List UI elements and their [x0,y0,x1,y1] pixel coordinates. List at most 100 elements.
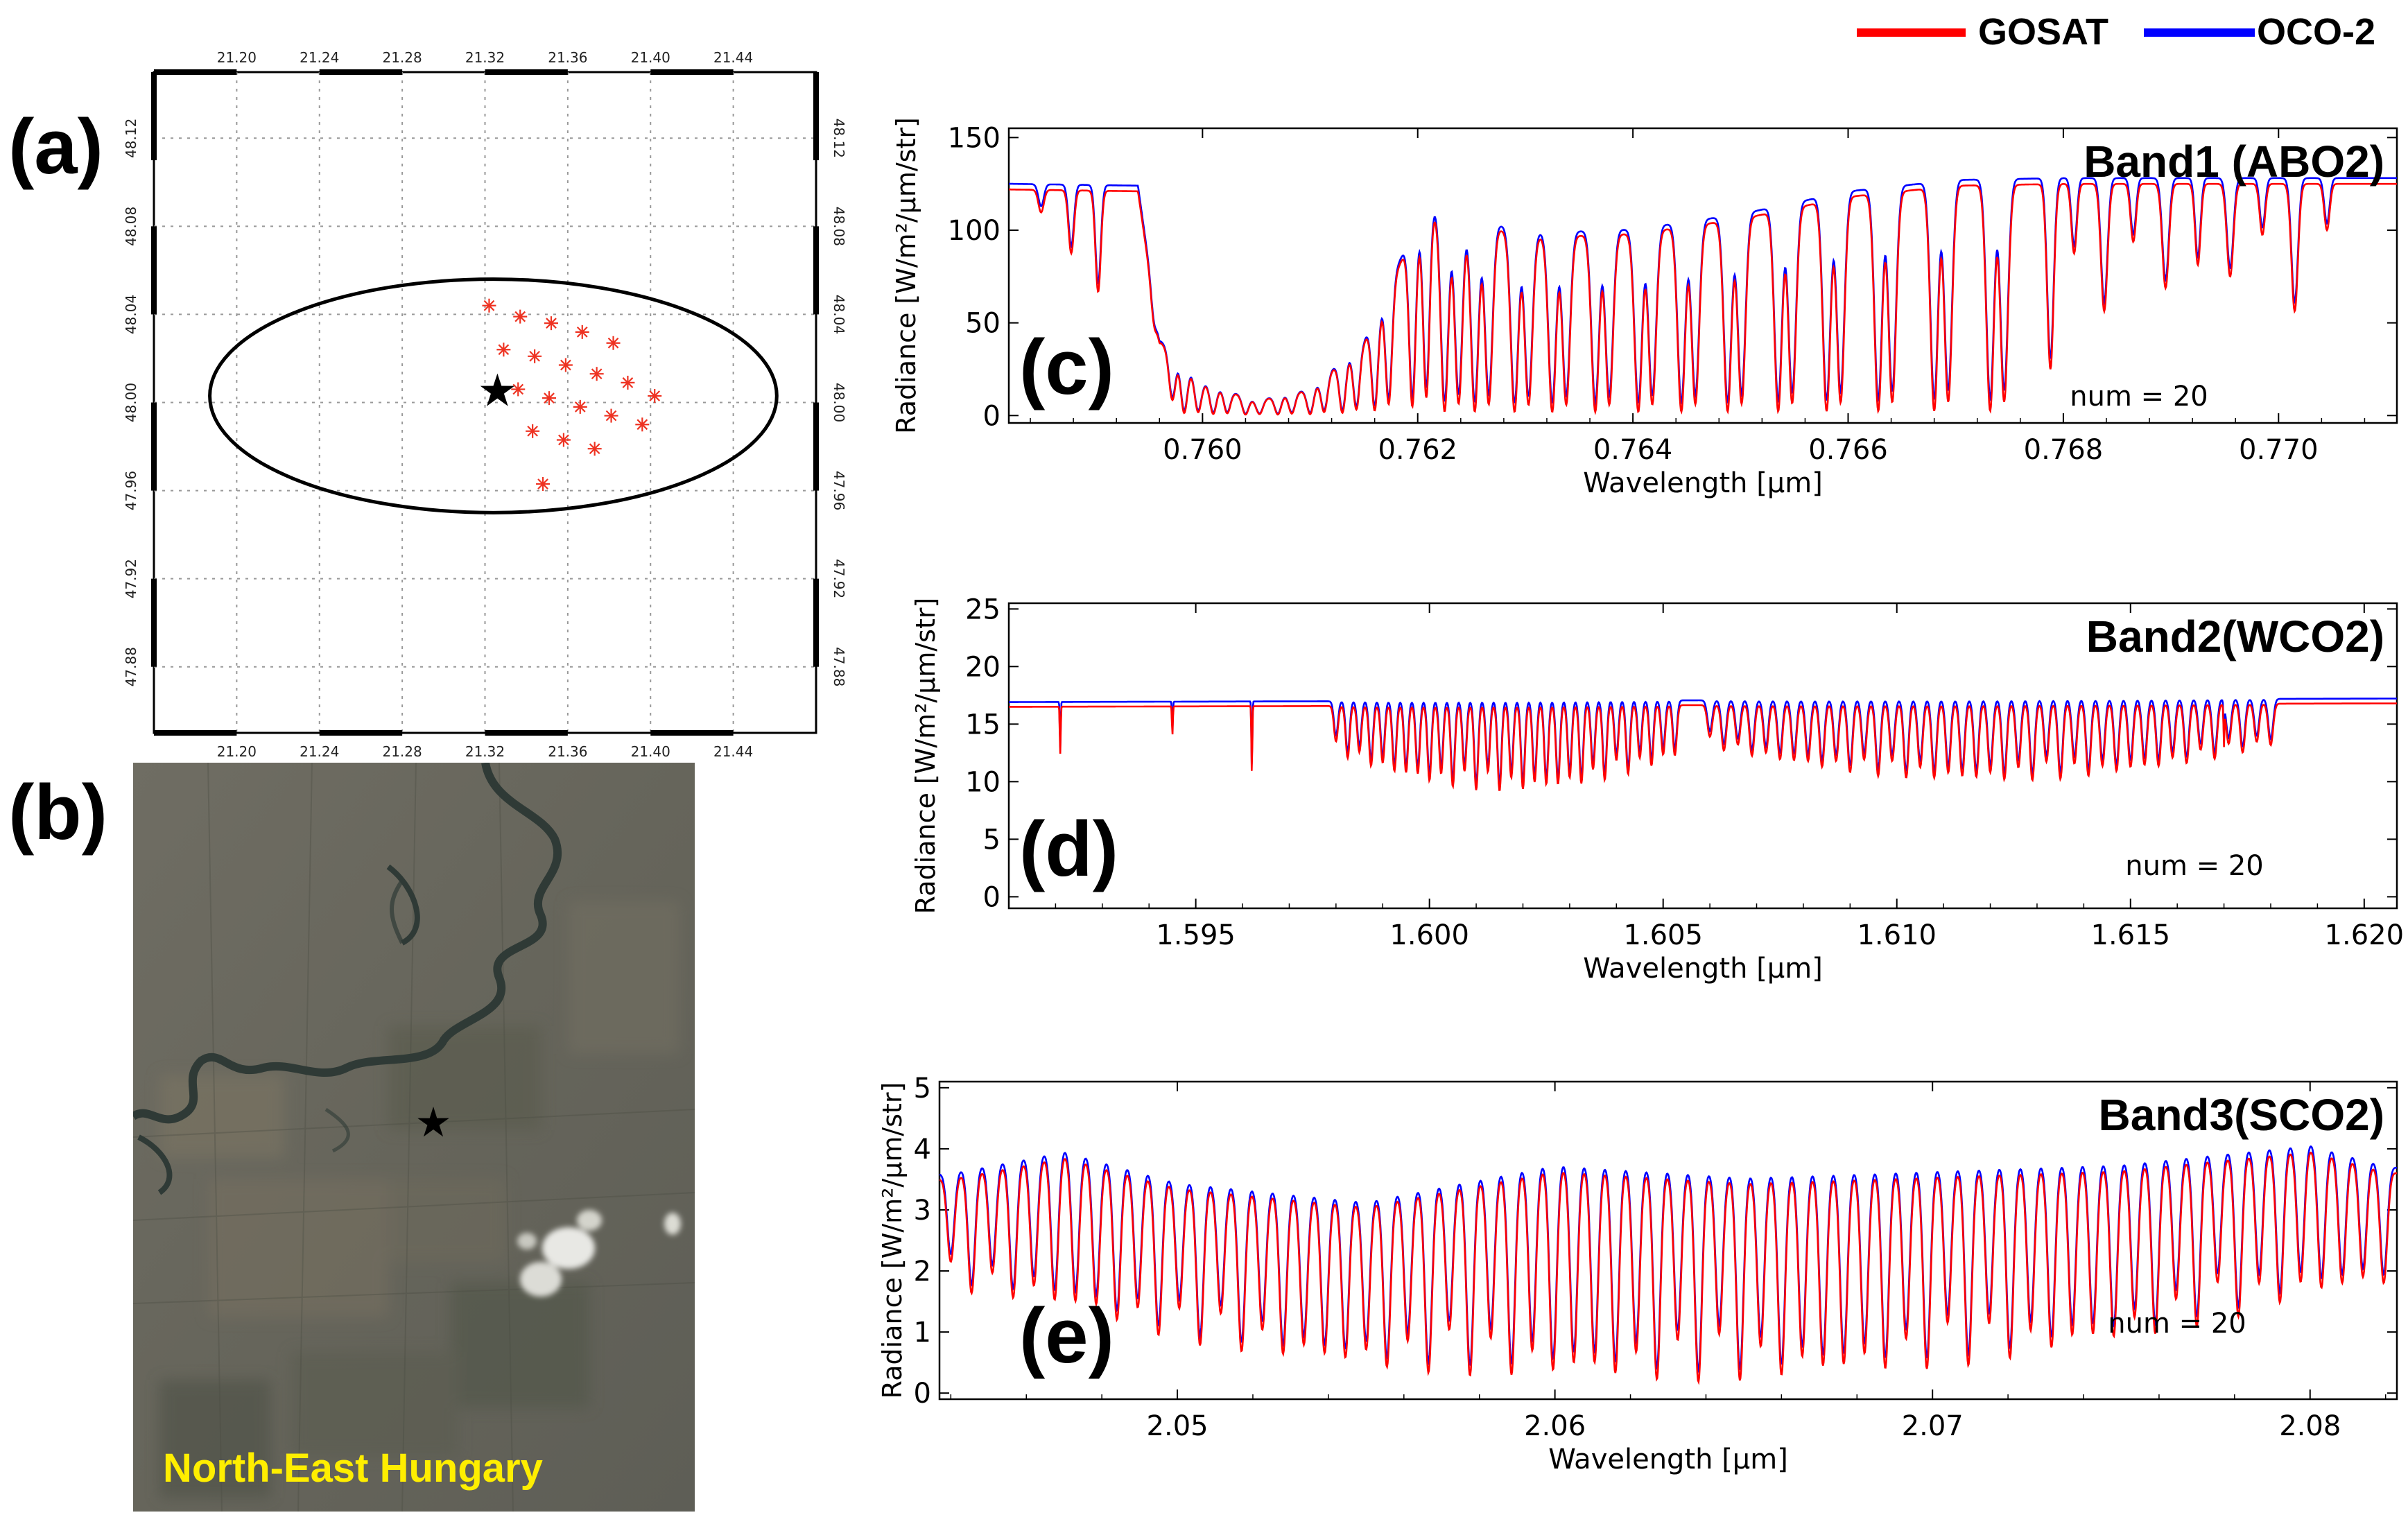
chart-band2: 1.595 1.600 1.605 1.610 1.615 1.620 0 5 10 15 20 25… [910,594,2404,985]
series-line-gosat [1009,702,2397,791]
y-tick-label: 50 [965,308,1001,340]
y-tick-label: 20 [965,651,1001,683]
map-x-tick-top: 21.32 [465,49,505,66]
map-x-tick-bottom: 21.32 [465,743,505,760]
map-border-bar [485,69,568,75]
series-line-oco2 [1009,177,2397,415]
map-tick-labels: 21.20 21.20 21.24 21.24 21.28 21.28 21.32 21.32… [123,49,847,760]
map-x-tick-top: 21.24 [300,49,339,66]
plot-frame [1007,127,2398,424]
river [133,763,562,1124]
map-border-bar [154,69,237,75]
panel-label-d: (d) [1019,806,1118,892]
map-x-tick-bottom: 21.36 [548,743,587,760]
chart-title: Band1 (ABO2) [2084,137,2384,187]
map-border-bar [151,402,157,491]
map-y-tick-right: 48.12 [831,119,847,158]
x-tick-label: 0.762 [1378,434,1457,466]
x-tick-label: 0.760 [1163,434,1242,466]
map-border-bar [151,578,157,667]
panel-label-a: (a) [8,103,103,190]
x-tick-label: 2.05 [1147,1410,1209,1442]
map-border-bar [813,226,819,315]
plot-frame [938,1080,2398,1401]
map-border-bar [813,72,819,161]
map-x-tick-bottom: 21.40 [631,743,670,760]
y-tick-label: 1 [914,1317,931,1349]
map-grid [151,69,819,736]
map-y-tick-left: 48.04 [123,295,139,334]
series-group [939,1145,2397,1385]
x-tick-label: 0.766 [1808,434,1888,466]
chart-annotation: num = 20 [2108,1308,2246,1340]
map-y-tick-left: 48.12 [123,119,139,158]
map-border-bar [151,72,157,161]
y-tick-label: 25 [965,594,1001,625]
map-x-tick-top: 21.36 [548,49,587,66]
series-group [1009,177,2397,416]
x-tick-label: 1.595 [1156,919,1236,951]
footprint-marker [648,388,662,403]
x-tick-label: 2.08 [2279,1410,2341,1442]
footprint-marker [558,358,573,372]
map-y-tick-right: 48.08 [831,207,847,246]
plot-frame [1007,602,2398,910]
y-tick-label: 0 [914,1378,931,1410]
y-tick-label: 15 [965,709,1001,741]
footprint-marker [496,343,511,357]
x-tick-label: 1.620 [2325,919,2405,951]
footprint-marker [513,309,528,324]
footprint-marker [542,391,557,406]
oco2-footprints [482,298,662,492]
map-border-bar [813,578,819,667]
footprint-marker [544,316,558,331]
map-y-tick-left: 47.96 [123,471,139,510]
footprint-ellipse [208,277,779,514]
map-y-tick-right: 47.96 [831,471,847,510]
y-axis-label: Radiance [W/m²/μm/str] [910,598,941,915]
y-tick-label: 150 [948,122,1001,154]
series-group [1009,698,2397,791]
x-tick-label: 2.07 [1902,1410,1964,1442]
panel-label-b: (b) [8,769,107,856]
x-tick-label: 0.770 [2239,434,2319,466]
chart-annotation: num = 20 [2125,850,2264,882]
map-x-tick-bottom: 21.24 [300,743,339,760]
footprint-marker [511,382,526,397]
y-tick-label: 5 [914,1073,931,1105]
map-y-tick-right: 48.04 [831,295,847,334]
y-tick-label: 4 [914,1134,931,1166]
y-tick-label: 5 [983,824,1001,856]
y-tick-label: 100 [948,215,1001,247]
map-border-bar [650,69,734,75]
legend-label-gosat: GOSAT [1978,11,2108,53]
x-tick-label: 2.06 [1524,1410,1586,1442]
y-tick-label: 0 [983,881,1001,913]
footprint-marker [536,477,551,492]
map-panel: 21.20 21.20 21.24 21.24 21.28 21.28 21.32 21.32… [123,49,847,760]
footprint-marker [573,399,587,414]
satellite-caption: North-East Hungary [163,1446,543,1491]
x-tick-label: 1.615 [2091,919,2171,951]
chart-title: Band3(SCO2) [2099,1090,2385,1140]
legend-label-oco2: OCO-2 [2257,11,2375,53]
series-line-gosat [939,1151,2397,1385]
panel-label-c: (c) [1019,324,1114,410]
map-y-tick-left: 48.08 [123,207,139,246]
satellite-image: North-East Hungary [133,763,695,1512]
footprint-marker [621,375,635,390]
map-border-bar [485,730,568,736]
map-y-tick-left: 47.88 [123,647,139,686]
footprint-marker [606,336,621,350]
x-axis-label: Wavelength [μm] [1583,467,1823,499]
map-x-tick-top: 21.28 [382,49,422,66]
footprint-marker [526,424,540,438]
x-tick-label: 0.764 [1593,434,1673,466]
map-border-bar [650,730,734,736]
footprint-marker [528,349,542,363]
y-tick-label: 2 [914,1256,931,1288]
x-axis-label: Wavelength [μm] [1548,1444,1788,1475]
map-border-bar [319,69,403,75]
x-tick-label: 1.600 [1389,919,1469,951]
y-tick-label: 10 [965,766,1001,798]
